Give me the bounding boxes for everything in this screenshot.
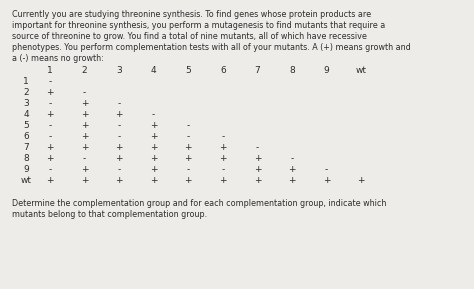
Text: 5: 5 xyxy=(23,121,29,130)
Text: +: + xyxy=(81,165,88,174)
Text: +: + xyxy=(46,88,54,97)
Text: wt: wt xyxy=(356,66,367,75)
Text: +: + xyxy=(81,121,88,130)
Text: -: - xyxy=(187,121,190,130)
Text: 6: 6 xyxy=(220,66,226,75)
Text: 5: 5 xyxy=(185,66,191,75)
Text: -: - xyxy=(48,99,51,108)
Text: +: + xyxy=(150,154,157,163)
Text: 8: 8 xyxy=(289,66,295,75)
Text: -: - xyxy=(83,88,86,97)
Text: +: + xyxy=(46,110,54,119)
Text: -: - xyxy=(118,165,120,174)
Text: +: + xyxy=(81,132,88,141)
Text: -: - xyxy=(118,99,120,108)
Text: -: - xyxy=(118,121,120,130)
Text: +: + xyxy=(150,132,157,141)
Text: +: + xyxy=(219,143,227,152)
Text: +: + xyxy=(357,176,365,185)
Text: +: + xyxy=(115,110,123,119)
Text: 8: 8 xyxy=(23,154,29,163)
Text: 2: 2 xyxy=(23,88,29,97)
Text: mutants belong to that complementation group.: mutants belong to that complementation g… xyxy=(12,210,207,219)
Text: -: - xyxy=(48,121,51,130)
Text: +: + xyxy=(115,154,123,163)
Text: -: - xyxy=(118,132,120,141)
Text: 3: 3 xyxy=(116,66,122,75)
Text: +: + xyxy=(254,176,261,185)
Text: +: + xyxy=(81,176,88,185)
Text: -: - xyxy=(48,77,51,86)
Text: source of threonine to grow. You find a total of nine mutants, all of which have: source of threonine to grow. You find a … xyxy=(12,32,367,41)
Text: 1: 1 xyxy=(47,66,53,75)
Text: +: + xyxy=(81,143,88,152)
Text: important for threonine synthesis, you perform a mutagenesis to find mutants tha: important for threonine synthesis, you p… xyxy=(12,21,385,30)
Text: 7: 7 xyxy=(23,143,29,152)
Text: -: - xyxy=(256,143,259,152)
Text: +: + xyxy=(184,176,192,185)
Text: +: + xyxy=(219,154,227,163)
Text: +: + xyxy=(184,154,192,163)
Text: -: - xyxy=(325,165,328,174)
Text: -: - xyxy=(187,165,190,174)
Text: +: + xyxy=(254,165,261,174)
Text: +: + xyxy=(46,143,54,152)
Text: Currently you are studying threonine synthesis. To find genes whose protein prod: Currently you are studying threonine syn… xyxy=(12,10,371,19)
Text: -: - xyxy=(48,132,51,141)
Text: 4: 4 xyxy=(23,110,29,119)
Text: -: - xyxy=(187,132,190,141)
Text: +: + xyxy=(219,176,227,185)
Text: 1: 1 xyxy=(23,77,29,86)
Text: +: + xyxy=(184,143,192,152)
Text: phenotypes. You perform complementation tests with all of your mutants. A (+) me: phenotypes. You perform complementation … xyxy=(12,43,410,52)
Text: +: + xyxy=(46,154,54,163)
Text: -: - xyxy=(48,165,51,174)
Text: +: + xyxy=(150,176,157,185)
Text: +: + xyxy=(323,176,330,185)
Text: -: - xyxy=(221,132,224,141)
Text: wt: wt xyxy=(20,176,32,185)
Text: Determine the complementation group and for each complementation group, indicate: Determine the complementation group and … xyxy=(12,199,386,208)
Text: +: + xyxy=(150,143,157,152)
Text: +: + xyxy=(115,143,123,152)
Text: 3: 3 xyxy=(23,99,29,108)
Text: 9: 9 xyxy=(324,66,329,75)
Text: 4: 4 xyxy=(151,66,156,75)
Text: +: + xyxy=(150,121,157,130)
Text: -: - xyxy=(221,165,224,174)
Text: 7: 7 xyxy=(255,66,260,75)
Text: -: - xyxy=(152,110,155,119)
Text: 9: 9 xyxy=(23,165,29,174)
Text: -: - xyxy=(291,154,293,163)
Text: +: + xyxy=(115,176,123,185)
Text: +: + xyxy=(288,165,296,174)
Text: +: + xyxy=(288,176,296,185)
Text: -: - xyxy=(83,154,86,163)
Text: +: + xyxy=(81,110,88,119)
Text: a (-) means no growth:: a (-) means no growth: xyxy=(12,54,104,63)
Text: +: + xyxy=(254,154,261,163)
Text: +: + xyxy=(150,165,157,174)
Text: +: + xyxy=(81,99,88,108)
Text: 2: 2 xyxy=(82,66,87,75)
Text: 6: 6 xyxy=(23,132,29,141)
Text: +: + xyxy=(46,176,54,185)
